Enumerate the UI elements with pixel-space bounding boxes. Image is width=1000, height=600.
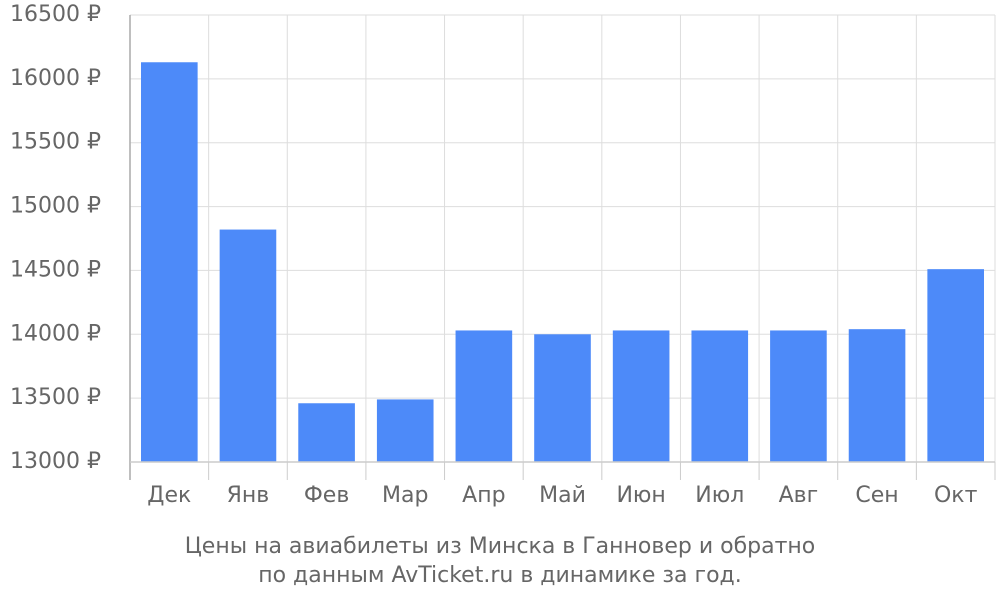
- y-tick-label: 14500 ₽: [10, 257, 101, 282]
- y-tick-label: 15000 ₽: [10, 194, 101, 219]
- chart-subtitle: по данным AvTicket.ru в динамике за год.: [258, 563, 742, 588]
- bar: [141, 62, 198, 463]
- bar: [376, 399, 434, 462]
- bar: [534, 334, 591, 462]
- x-tick-label: Май: [539, 483, 586, 508]
- x-tick-label: Мар: [382, 483, 428, 508]
- chart-title: Цены на авиабилеты из Минска в Ганновер …: [185, 534, 816, 559]
- bar: [848, 329, 906, 462]
- x-tick-label: Фев: [304, 483, 349, 508]
- bar: [455, 330, 513, 462]
- x-tick-label: Апр: [462, 483, 505, 508]
- bar: [770, 330, 827, 462]
- y-tick-label: 14000 ₽: [10, 321, 101, 346]
- y-tick-label: 16000 ₽: [10, 66, 101, 91]
- x-tick-label: Июн: [616, 483, 665, 508]
- x-tick-label: Июл: [695, 483, 744, 508]
- x-tick-label: Окт: [934, 483, 978, 508]
- y-tick-label: 16500 ₽: [10, 2, 101, 27]
- bar: [612, 330, 670, 462]
- x-tick-label: Авг: [779, 483, 819, 508]
- bar: [298, 403, 355, 462]
- bar: [927, 269, 984, 462]
- y-tick-label: 13500 ₽: [10, 385, 101, 410]
- y-tick-label: 15500 ₽: [10, 130, 101, 155]
- bar: [691, 330, 749, 462]
- y-tick-label: 13000 ₽: [10, 449, 101, 474]
- x-tick-label: Дек: [147, 483, 191, 508]
- x-tick-label: Янв: [227, 483, 270, 508]
- x-tick-label: Сен: [855, 483, 898, 508]
- bar: [219, 229, 277, 462]
